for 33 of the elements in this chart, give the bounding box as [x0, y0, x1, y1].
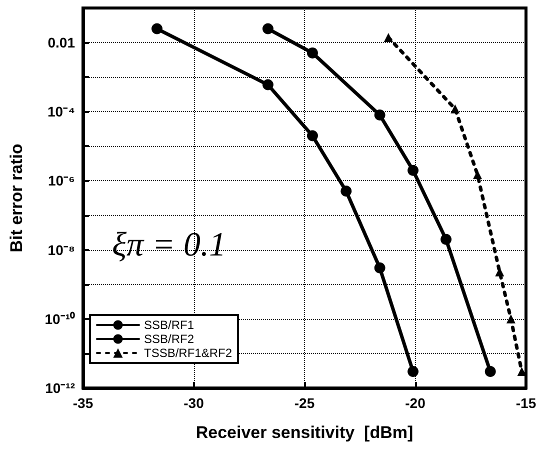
x-tick-label: -15 [516, 395, 536, 411]
point [151, 23, 162, 34]
y-axis-title: Bit error ratio [7, 144, 26, 252]
x-tick-label: -30 [184, 395, 204, 411]
point [374, 262, 386, 274]
legend-label: TSSB/RF1&RF2 [144, 346, 232, 360]
point [506, 314, 516, 324]
y-tick-label: 10⁻⁸ [48, 242, 75, 258]
point [384, 32, 393, 42]
point [484, 366, 496, 378]
legend-label: SSB/RF1 [144, 318, 194, 332]
point [472, 170, 482, 180]
point [374, 109, 386, 120]
point [408, 366, 419, 378]
point [306, 47, 318, 58]
x-tick-label: -20 [405, 395, 426, 411]
annotation: ξπ = 0.1 [112, 226, 226, 264]
point [340, 186, 352, 197]
point [262, 79, 274, 90]
y-tick-label: 10⁻¹² [45, 380, 76, 396]
x-tick-label: -25 [294, 395, 315, 411]
point [262, 23, 274, 34]
x-tick-label: -35 [72, 395, 94, 411]
point [408, 164, 419, 176]
legend-label: SSB/RF2 [144, 332, 194, 346]
y-tick-label: 0.01 [48, 34, 76, 51]
y-tick-label: 10⁻⁶ [48, 172, 75, 189]
point [306, 130, 318, 142]
point [450, 104, 460, 114]
y-tick-label: 10⁻¹⁰ [44, 310, 75, 327]
point [440, 234, 452, 245]
x-axis-title: Receiver sensitivity [dBm] [196, 423, 414, 442]
y-tick-label: 10⁻⁴ [48, 104, 76, 120]
